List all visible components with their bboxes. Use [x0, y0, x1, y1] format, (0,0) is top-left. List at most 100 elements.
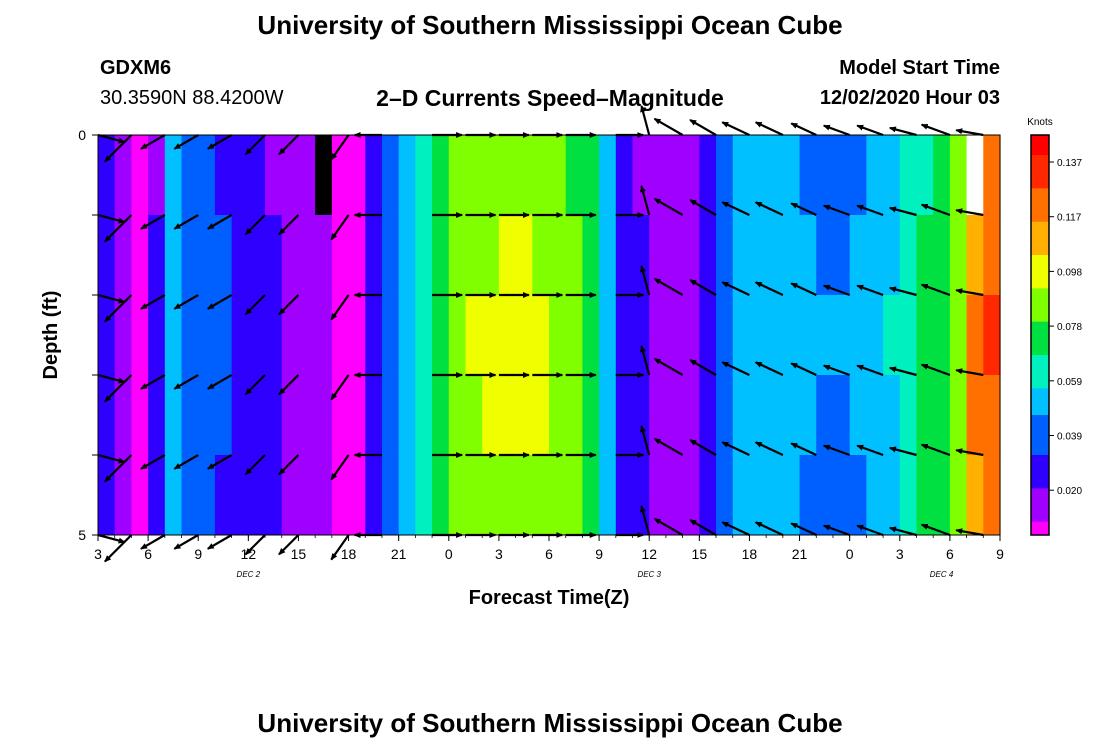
heatmap-cell [164, 135, 183, 216]
heatmap-cell [632, 215, 650, 296]
heatmap-cell [131, 375, 149, 456]
colorbar-segment [1031, 235, 1049, 243]
station-id: GDXM6 [100, 57, 172, 79]
heatmap-cell [716, 455, 734, 536]
current-vector [689, 359, 717, 376]
current-vector [104, 374, 133, 403]
heatmap-cell [649, 295, 667, 376]
heatmap-cell [799, 135, 817, 216]
heatmap-cell [114, 295, 132, 376]
x-tick-label: 21 [792, 546, 808, 562]
current-vector [653, 437, 684, 456]
heatmap-cell [766, 455, 784, 536]
heatmap-cell [732, 135, 751, 216]
x-tick-label: 3 [94, 546, 102, 562]
heatmap-cell [98, 295, 116, 376]
heatmap-cell [883, 295, 901, 376]
heatmap-cell [381, 455, 400, 536]
current-vector [856, 444, 884, 457]
current-vector [888, 206, 917, 217]
current-vector [97, 453, 126, 464]
heatmap-cell [649, 455, 667, 536]
heatmap-cell [482, 375, 500, 456]
heatmap-cell [832, 135, 851, 216]
heatmap-cell [933, 215, 951, 296]
current-vector [689, 119, 717, 136]
heatmap-cell [665, 375, 684, 456]
x-tick-label: 12 [641, 546, 657, 562]
current-vector [790, 282, 817, 296]
heatmap-cell [365, 455, 383, 536]
heatmap-cell [716, 215, 734, 296]
heatmap-cell [398, 455, 416, 536]
heatmap-cell [549, 215, 567, 296]
current-vector [278, 294, 300, 316]
x-tick-label: 3 [896, 546, 904, 562]
colorbar-segment [1031, 188, 1049, 196]
heatmap-cell [699, 215, 717, 296]
heatmap-cell [565, 375, 583, 456]
current-vector [97, 533, 126, 544]
heatmap-cell [632, 375, 650, 456]
heatmap-cell [448, 135, 467, 216]
heatmap-cell [716, 375, 734, 456]
heatmap-cell [582, 295, 600, 376]
current-vector [140, 214, 166, 230]
heatmap-cell [966, 135, 984, 216]
current-vectors [97, 105, 984, 563]
heatmap-cell [582, 135, 600, 216]
heatmap-cell [816, 375, 834, 456]
heatmap-cell [949, 295, 968, 376]
current-vector [754, 121, 784, 136]
x-tick-label: 0 [846, 546, 854, 562]
heatmap-cell [899, 135, 918, 216]
heatmap-cell [916, 455, 934, 536]
heatmap-cell [665, 455, 684, 536]
day-label: DEC 3 [637, 570, 661, 579]
heatmap-cell [298, 375, 316, 456]
current-vector [173, 534, 199, 550]
heatmap-cell [582, 455, 600, 536]
current-vector [822, 204, 851, 217]
heatmap-cell [298, 295, 316, 376]
current-vector [721, 361, 750, 376]
current-vector [888, 126, 917, 137]
heatmap-cell [532, 135, 550, 216]
heatmap-cell [816, 455, 834, 536]
x-tick-label: 6 [144, 546, 152, 562]
chart-title: University of Southern Mississippi Ocean… [257, 10, 843, 40]
heatmap-cell [599, 215, 617, 296]
heatmap-cell [916, 215, 934, 296]
heatmap-cell [248, 295, 266, 376]
colorbar-segment [1031, 428, 1049, 436]
current-vector [856, 364, 884, 377]
current-vector [653, 117, 684, 136]
colorbar-segment [1031, 515, 1049, 523]
current-vector [206, 294, 233, 310]
heatmap-cell [615, 375, 634, 456]
colorbar-segment [1031, 175, 1049, 183]
heatmap-cells [98, 135, 1001, 536]
heatmap-cell [565, 215, 583, 296]
current-vector [278, 534, 300, 556]
heatmap-cell [432, 455, 450, 536]
heatmap-cell [682, 135, 700, 216]
current-vector [653, 197, 684, 216]
current-vector [640, 105, 651, 136]
heatmap-cell [265, 215, 283, 296]
colorbar-segment [1031, 141, 1049, 149]
colorbar-segment [1031, 195, 1049, 203]
heatmap-cell [699, 295, 717, 376]
heatmap-cell [649, 375, 667, 456]
heatmap-cell [515, 455, 533, 536]
heatmap-cell [131, 135, 149, 216]
colorbar-tick-label: 0.098 [1057, 267, 1082, 278]
heatmap-cell [983, 295, 1001, 376]
x-tick-label: 12 [241, 546, 257, 562]
heatmap-cell [749, 295, 767, 376]
current-vector [920, 203, 951, 217]
heatmap-cell [265, 135, 283, 216]
current-vector [640, 345, 651, 376]
heatmap-cell [281, 375, 300, 456]
colorbar-segment [1031, 421, 1049, 429]
